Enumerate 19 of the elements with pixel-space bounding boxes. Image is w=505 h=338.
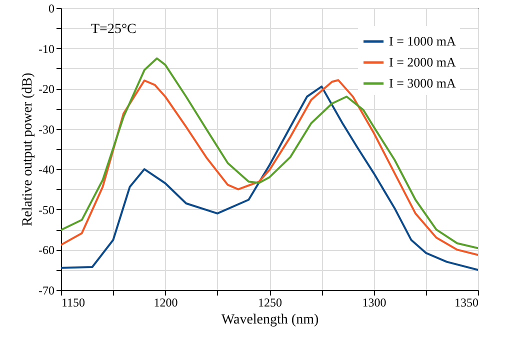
x-tick-label: 1300 <box>362 296 386 310</box>
y-tick-label: -40 <box>38 162 54 177</box>
legend-label: I = 3000 mA <box>389 76 457 90</box>
y-tick-label: -70 <box>38 284 54 298</box>
y-tick-label: 0 <box>48 2 54 16</box>
annotation: T=25°C <box>91 22 136 37</box>
y-axis-title: Relative output power (dB) <box>20 72 36 226</box>
y-tick-label: -50 <box>38 202 54 217</box>
x-tick-label: 1350 <box>454 296 478 310</box>
y-tick-label: -30 <box>38 122 54 136</box>
legend-label: I = 1000 mA <box>389 34 457 48</box>
y-tick-label: -10 <box>38 42 54 56</box>
legend-label: I = 2000 mA <box>389 54 457 70</box>
y-tick-label: -60 <box>38 243 54 258</box>
x-axis-title: Wavelength (nm) <box>221 312 319 328</box>
x-tick-label: 1250 <box>258 296 282 310</box>
y-tick-label: -20 <box>38 82 54 96</box>
x-tick-label: 1200 <box>154 296 178 310</box>
x-tick-label: 1150 <box>62 296 86 310</box>
